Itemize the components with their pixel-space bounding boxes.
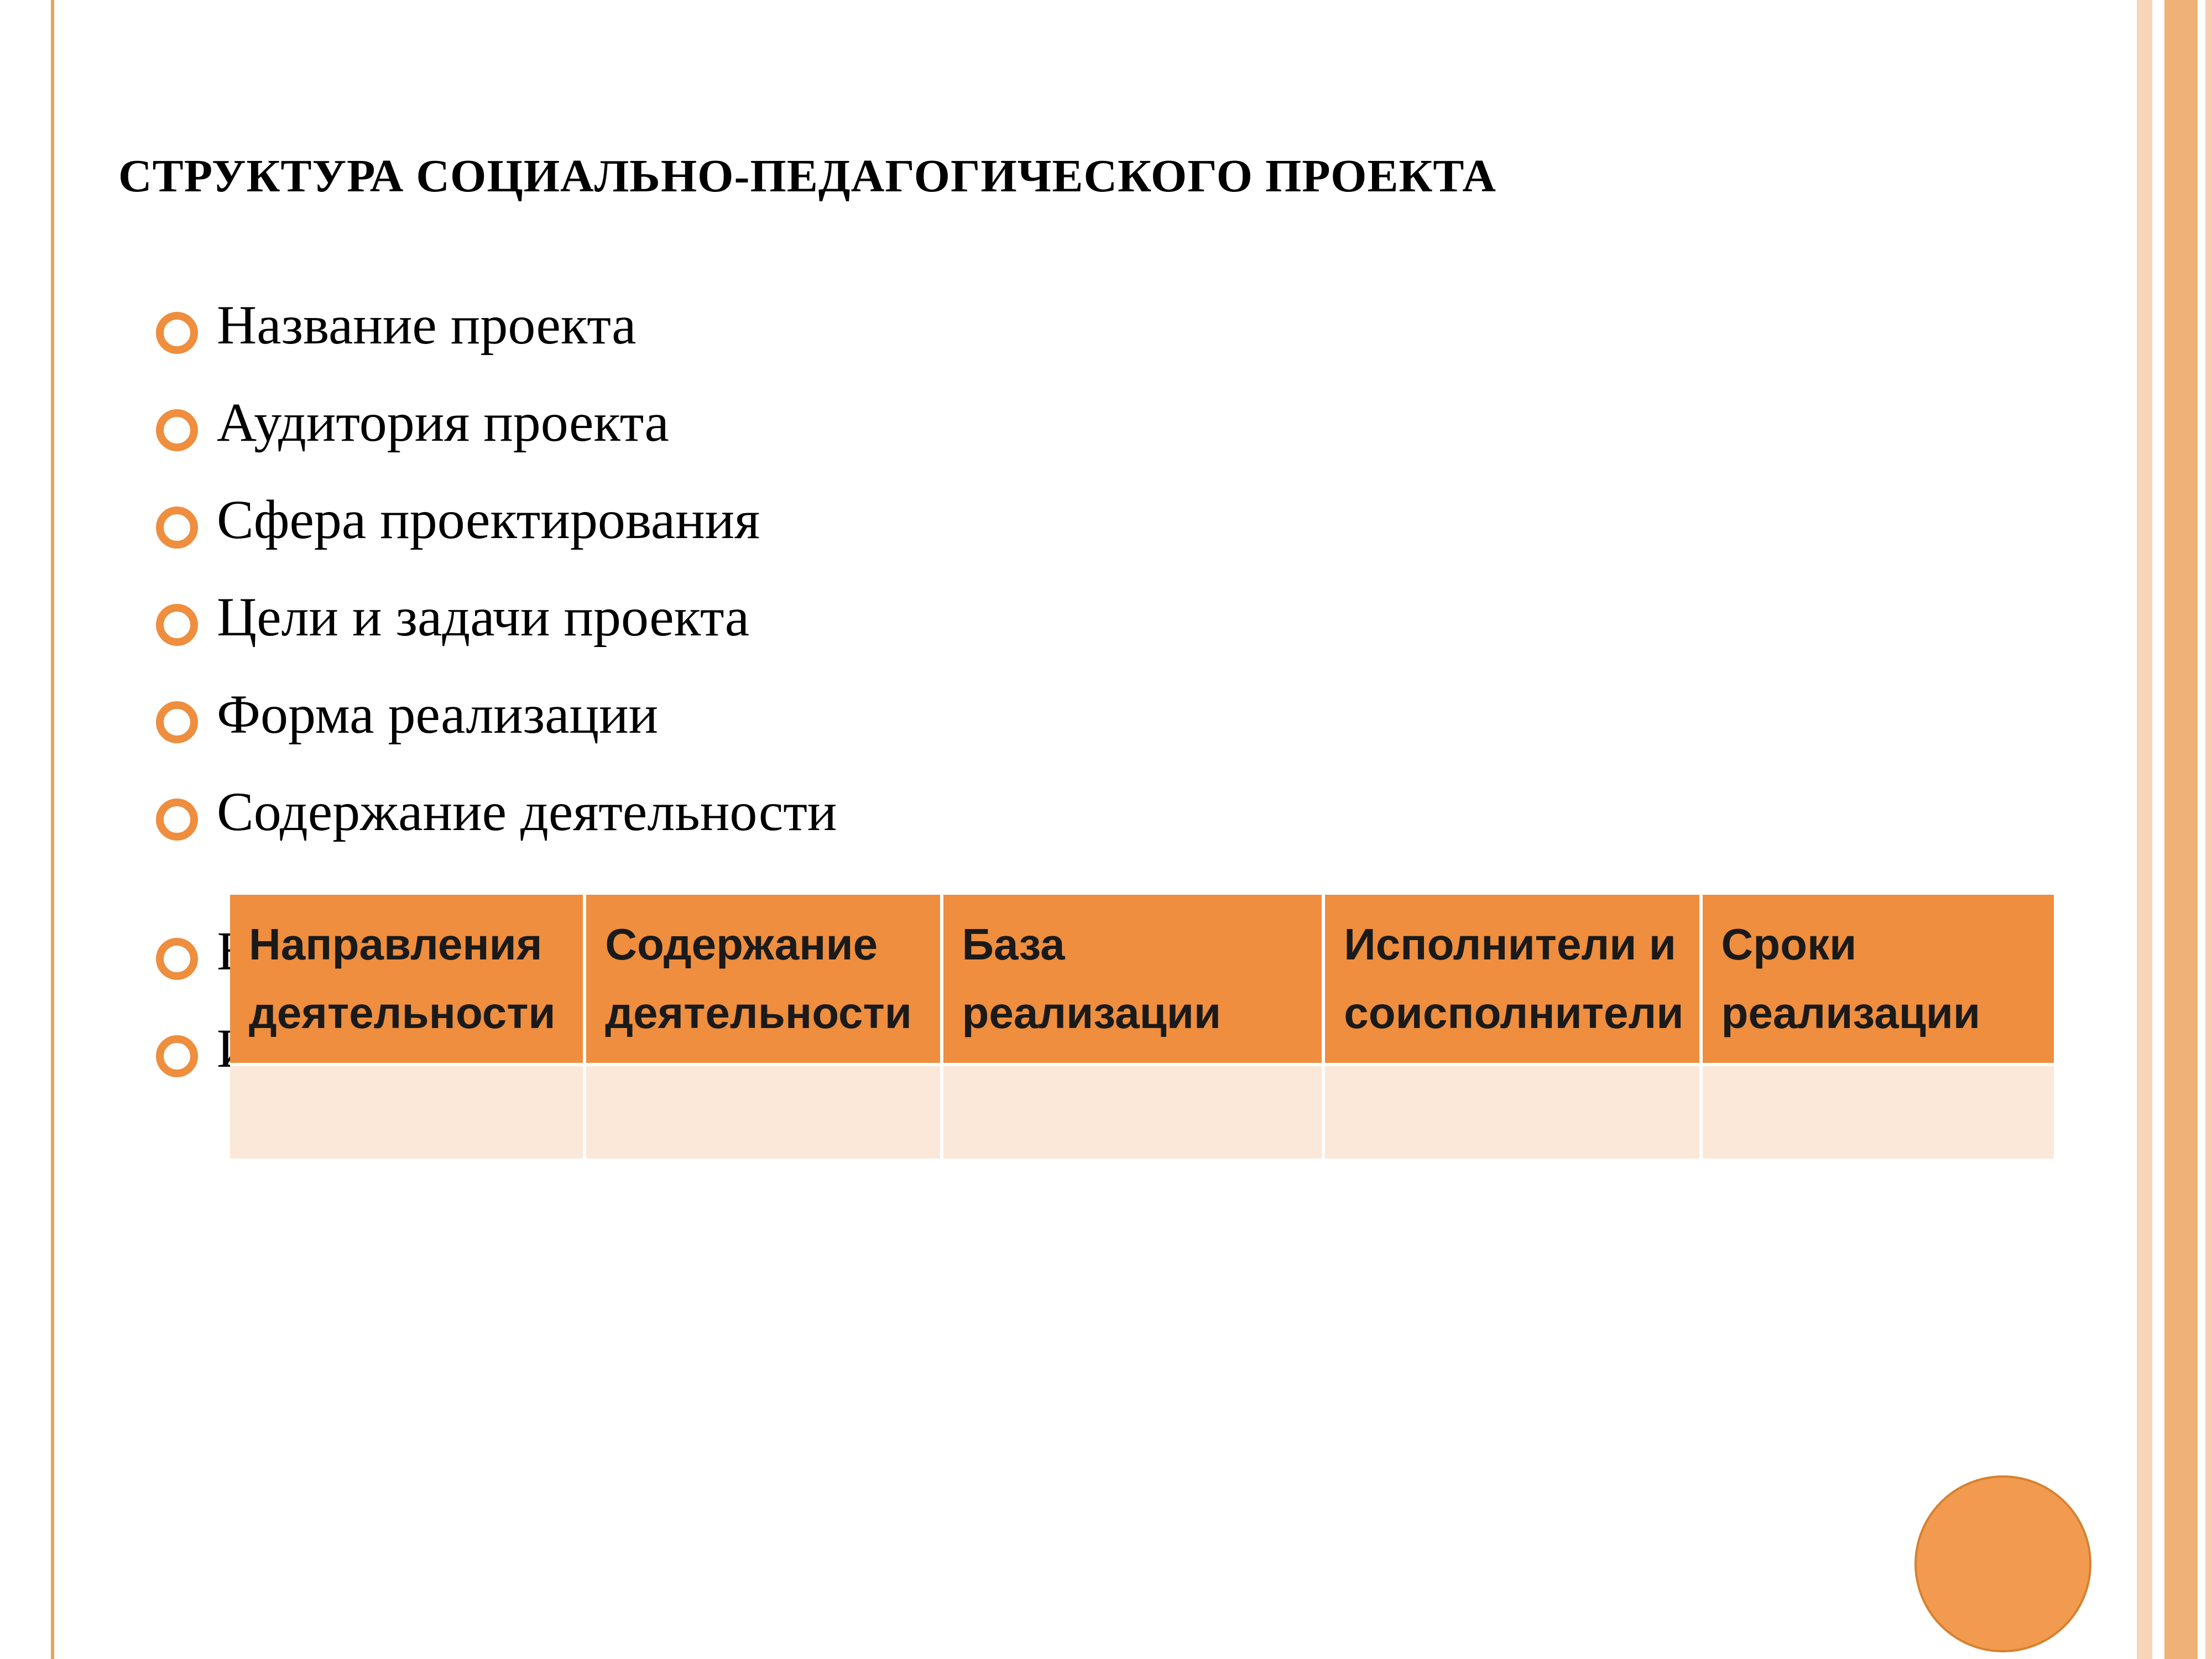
list-item-text: Название проекта (217, 294, 637, 356)
table-cell (942, 1065, 1324, 1159)
list-item-text: Сфера проектирования (217, 489, 760, 550)
list-item: Форма реализации (156, 666, 881, 763)
slide-title: СТРУКТУРА СОЦИАЛЬНО-ПЕДАГОГИЧЕСКОГО ПРОЕ… (118, 149, 1496, 203)
table-cell (585, 1065, 941, 1159)
list-item: Сфера проектирования (156, 471, 881, 568)
list-item-text: Форма реализации (217, 684, 658, 745)
list-item-text: Содержание деятельности (217, 781, 837, 842)
activity-table: Направления деятельности Содержание деят… (230, 895, 2054, 1159)
table-row (230, 1065, 2054, 1159)
table-header-cell: Исполнители и соисполнители (1323, 895, 1700, 1065)
list-item-text: Цели и задачи проекта (217, 586, 749, 648)
decorative-circle-icon (1914, 1475, 2091, 1652)
table-header-row: Направления деятельности Содержание деят… (230, 895, 2054, 1065)
list-item: Цели и задачи проекта (156, 568, 881, 666)
list-item-text: Аудитория проекта (217, 392, 669, 453)
list-item: Название проекта (156, 276, 881, 374)
table-header-cell: База реализации (942, 895, 1324, 1065)
table-cell (1701, 1065, 2054, 1159)
slide-content: СТРУКТУРА СОЦИАЛЬНО-ПЕДАГОГИЧЕСКОГО ПРОЕ… (51, 0, 2137, 1659)
table-header-cell: Направления деятельности (230, 895, 585, 1065)
table-cell (1323, 1065, 1700, 1159)
list-item: Содержание деятельности (156, 763, 881, 860)
list-item: Аудитория проекта (156, 374, 881, 471)
right-decorative-strip (2137, 0, 2212, 1659)
table-cell (230, 1065, 585, 1159)
table-header-cell: Сроки реализации (1701, 895, 2054, 1065)
table-header-cell: Содержание деятельности (585, 895, 941, 1065)
